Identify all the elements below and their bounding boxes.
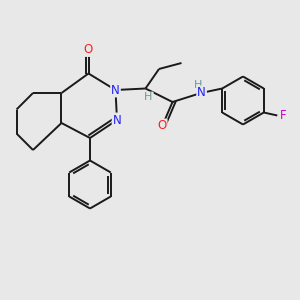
Text: O: O (84, 43, 93, 56)
Text: H: H (144, 92, 153, 103)
Text: N: N (197, 86, 206, 100)
Text: N: N (112, 113, 122, 127)
Text: H: H (194, 80, 202, 91)
Text: O: O (158, 119, 166, 133)
Text: F: F (280, 109, 286, 122)
Text: N: N (111, 83, 120, 97)
